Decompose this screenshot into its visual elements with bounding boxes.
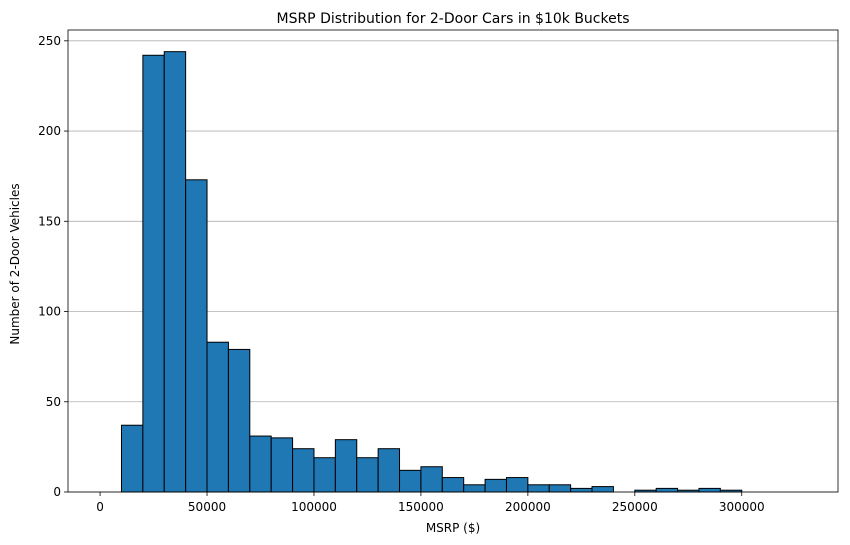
histogram-bars bbox=[120, 51, 743, 493]
x-tick-label: 100000 bbox=[291, 500, 337, 514]
y-tick-label: 0 bbox=[53, 485, 61, 499]
histogram-bar bbox=[527, 484, 550, 493]
histogram-bar bbox=[120, 424, 144, 493]
y-tick-label: 100 bbox=[38, 305, 61, 319]
x-tick-label: 200000 bbox=[505, 500, 551, 514]
histogram-bar bbox=[463, 484, 486, 493]
histogram-bar bbox=[334, 439, 358, 493]
x-tick-label: 150000 bbox=[398, 500, 444, 514]
histogram-bar bbox=[185, 179, 208, 493]
y-axis-ticks: 0 50 100 150 200 250 bbox=[38, 34, 68, 499]
histogram-bar bbox=[270, 437, 294, 493]
histogram-bar bbox=[420, 466, 443, 493]
histogram-bar bbox=[313, 457, 336, 493]
plot-frame bbox=[67, 29, 839, 493]
x-tick-label: 0 bbox=[96, 500, 104, 514]
histogram-bar bbox=[441, 477, 465, 493]
histogram-bar bbox=[548, 484, 572, 493]
histogram-bar bbox=[484, 478, 507, 493]
y-tick-label: 150 bbox=[38, 214, 61, 228]
y-tick-label: 50 bbox=[46, 395, 61, 409]
histogram-bar bbox=[142, 54, 165, 493]
histogram-bar bbox=[163, 51, 187, 493]
x-axis-label: MSRP ($) bbox=[426, 521, 480, 535]
y-tick-label: 200 bbox=[38, 124, 61, 138]
chart-title: MSRP Distribution for 2-Door Cars in $10… bbox=[276, 11, 629, 27]
histogram-bar bbox=[399, 469, 422, 493]
histogram-bar bbox=[227, 348, 251, 493]
x-tick-label: 50000 bbox=[188, 500, 226, 514]
histogram-bar bbox=[505, 477, 529, 493]
histogram-bar bbox=[377, 448, 401, 493]
y-tick-label: 250 bbox=[38, 34, 61, 48]
y-axis-label: Number of 2-Door Vehicles bbox=[8, 183, 22, 344]
histogram-bar bbox=[698, 487, 721, 493]
histogram-bar bbox=[356, 457, 379, 493]
histogram-bar bbox=[591, 486, 614, 493]
x-tick-label: 300000 bbox=[719, 500, 765, 514]
histogram-bar bbox=[655, 487, 679, 493]
histogram-bar bbox=[292, 448, 315, 493]
histogram-bar bbox=[249, 435, 272, 493]
x-tick-label: 250000 bbox=[612, 500, 658, 514]
histogram-bar bbox=[206, 341, 229, 493]
histogram-bar bbox=[570, 487, 593, 493]
x-axis-ticks: 0 50000 100000 150000 200000 250000 300000 bbox=[96, 492, 765, 514]
